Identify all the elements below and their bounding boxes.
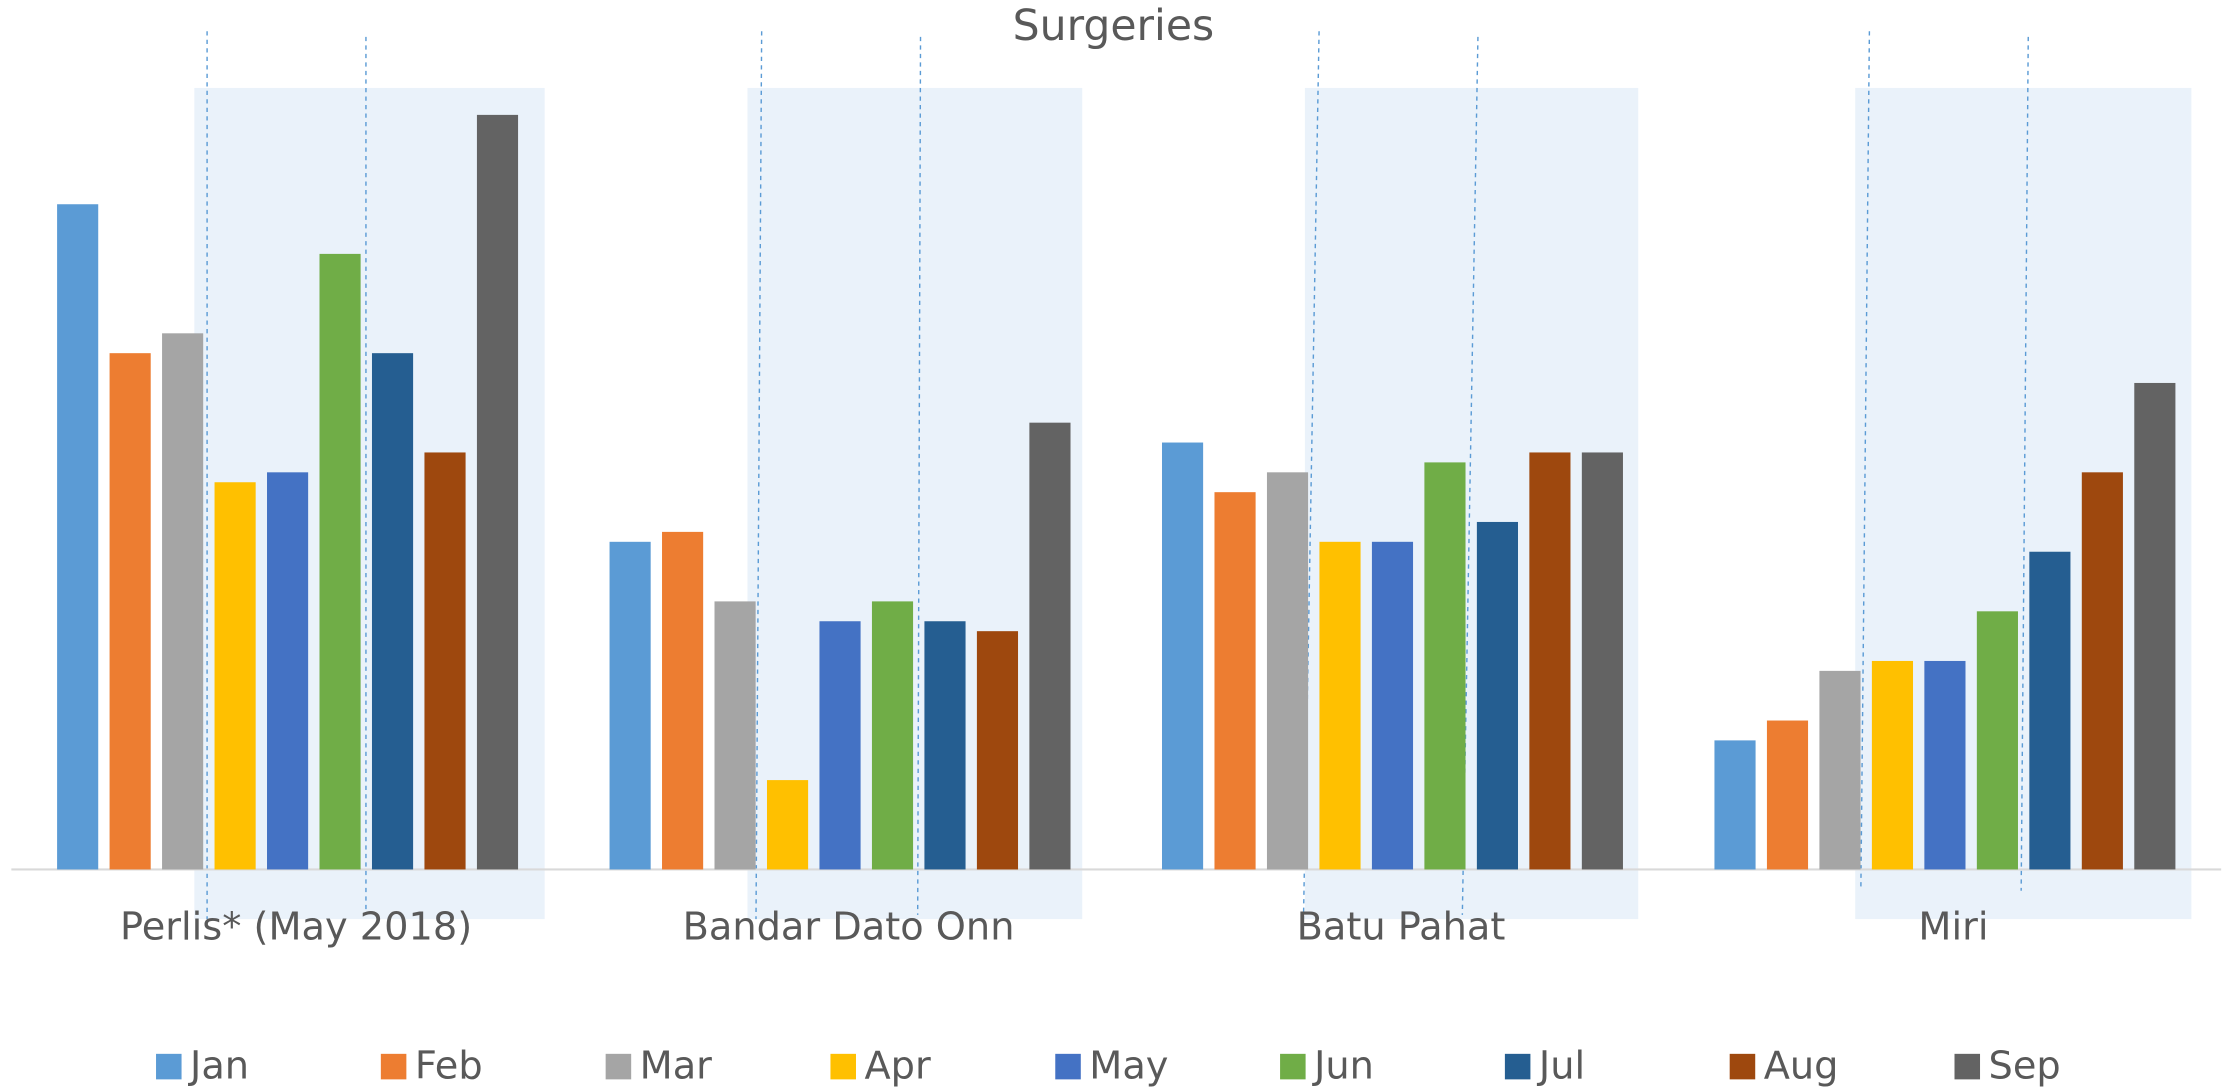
legend-label: Apr — [864, 1044, 930, 1089]
bar — [319, 253, 361, 870]
bar — [424, 452, 466, 870]
bar — [1161, 442, 1204, 870]
bar — [714, 601, 756, 870]
bar — [1766, 720, 1809, 870]
bar — [1924, 660, 1966, 870]
bar — [162, 333, 204, 870]
guide — [916, 36, 922, 915]
guide — [2020, 36, 2029, 891]
legend-swatch — [1055, 1053, 1081, 1080]
legend-swatch — [605, 1053, 632, 1080]
legend-label: Aug — [1764, 1044, 1839, 1089]
bar — [1424, 462, 1466, 870]
guide — [1860, 31, 1871, 887]
bar — [1371, 541, 1414, 870]
bar — [57, 204, 99, 870]
legend-swatch — [156, 1053, 182, 1080]
x-tick-label: Bandar Dato Onn — [683, 905, 1015, 950]
bar — [924, 621, 966, 870]
legend-label: Mar — [640, 1044, 712, 1089]
legend-label: Feb — [415, 1044, 483, 1089]
legend-swatch — [1280, 1053, 1306, 1080]
x-tick-label: Miri — [1918, 905, 1988, 950]
bar — [766, 780, 809, 870]
bar — [267, 472, 309, 870]
bar — [1266, 472, 1309, 870]
bar — [2029, 551, 2071, 870]
bar — [662, 531, 704, 870]
legend-swatch — [1729, 1053, 1756, 1080]
bar — [371, 353, 414, 870]
legend-label: May — [1089, 1044, 1168, 1089]
bar — [819, 621, 861, 870]
guide — [755, 31, 763, 920]
bar — [609, 541, 651, 870]
bar — [1319, 541, 1361, 870]
legend-label: Jul — [1537, 1044, 1585, 1089]
legend-swatch — [1954, 1053, 1981, 1080]
bar — [214, 482, 256, 870]
bar — [871, 601, 914, 870]
guide — [1302, 31, 1320, 920]
legend-label: Jun — [1312, 1044, 1374, 1089]
dashed-guides — [206, 31, 2029, 920]
x-tick-label: Perlis* (May 2018) — [120, 905, 472, 950]
legend-swatch — [830, 1053, 856, 1080]
legend-swatch — [1504, 1053, 1531, 1080]
legend-label: Sep — [1989, 1044, 2061, 1089]
bar — [976, 631, 1019, 870]
legend-swatch — [380, 1053, 407, 1080]
x-tick-label: Batu Pahat — [1297, 905, 1506, 950]
bar — [1819, 670, 1861, 870]
guide — [1461, 36, 1479, 915]
bar — [1581, 452, 1623, 870]
bar — [1871, 660, 1914, 870]
bar — [1029, 422, 1071, 870]
bar — [1976, 611, 2018, 870]
bar — [1476, 521, 1519, 870]
bar — [1214, 492, 1256, 870]
bar — [476, 114, 519, 870]
bar — [2081, 472, 2123, 870]
chart-title: Surgeries — [1013, 2, 1215, 51]
legend-label: Jan — [188, 1044, 249, 1089]
bar — [2134, 382, 2176, 870]
bar — [109, 353, 151, 870]
bar — [1714, 740, 1756, 870]
bar — [1529, 452, 1571, 870]
